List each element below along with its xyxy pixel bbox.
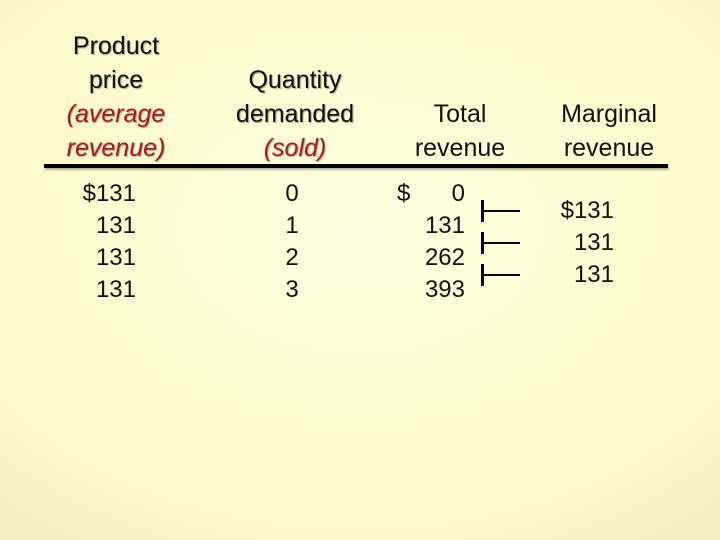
total-revenue-row: 262 (397, 242, 465, 274)
header-marginal-revenue: Marginal revenue (536, 97, 682, 165)
total-revenue-cell: 262 (424, 244, 465, 271)
marginal-revenue-cell: 131 (573, 261, 614, 288)
total-revenue-cell: 131 (424, 212, 465, 239)
header-marginal-line-1: Marginal (561, 100, 657, 128)
header-quantity-demanded: Quantity demanded (sold) (214, 63, 376, 165)
marginal-revenue-column: $131 131 131 (540, 195, 614, 291)
total-revenue-row: $ 0 (397, 178, 465, 210)
header-price-line-3: (average (66, 100, 166, 128)
quantity-cell: 1 (285, 212, 299, 239)
header-quantity-line-2: demanded (235, 100, 355, 128)
header-price-line-1: Product (72, 32, 160, 60)
quantity-cell: 2 (285, 244, 299, 271)
header-divider (44, 164, 668, 168)
header-price-line-2: price (88, 66, 144, 94)
connector-line (484, 210, 520, 212)
currency-symbol: $ (397, 180, 411, 207)
connector-line (484, 242, 520, 244)
price-cell: 131 (95, 212, 136, 239)
connector-bracket (481, 232, 484, 254)
total-revenue-row: 131 (397, 210, 465, 242)
connector-bracket (481, 264, 484, 286)
quantity-cell: 3 (285, 276, 299, 303)
header-total-revenue: Total revenue (392, 97, 528, 165)
total-revenue-row: 393 (397, 274, 465, 306)
price-cell: 131 (95, 244, 136, 271)
header-marginal-line-2: revenue (563, 134, 655, 162)
connector-line (484, 274, 520, 276)
price-column: $131 131 131 131 (60, 178, 136, 306)
marginal-revenue-cell: $131 (560, 197, 614, 224)
header-price-line-4: revenue) (66, 134, 166, 162)
connector-bracket (481, 200, 484, 222)
total-revenue-cell: 0 (451, 180, 465, 207)
header-quantity-line-1: Quantity (248, 66, 342, 94)
quantity-column: 0 1 2 3 (272, 178, 312, 306)
price-cell: 131 (95, 276, 136, 303)
price-cell: $131 (82, 180, 136, 207)
marginal-revenue-cell: 131 (573, 229, 614, 256)
header-total-line-2: revenue (414, 134, 506, 162)
quantity-cell: 0 (285, 180, 299, 207)
header-product-price: Product price (average revenue) (44, 29, 188, 165)
header-total-line-1: Total (433, 100, 487, 128)
total-revenue-cell: 393 (424, 276, 465, 303)
header-quantity-line-3: (sold) (263, 134, 327, 162)
